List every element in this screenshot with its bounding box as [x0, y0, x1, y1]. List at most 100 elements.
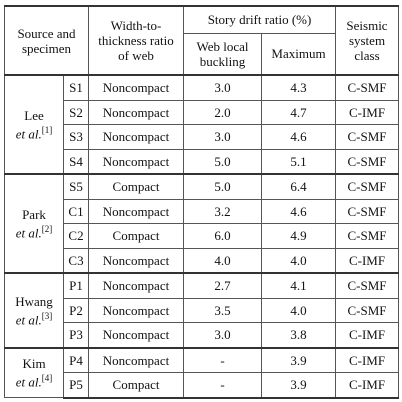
header-source: Source and specimen — [4, 5, 89, 76]
class-cell: C-SMF — [335, 173, 399, 200]
maximum-cell: 4.1 — [261, 272, 336, 299]
ratio-cell: Noncompact — [88, 247, 184, 274]
ratio-cell: Noncompact — [88, 297, 184, 323]
web-local-cell: 3.5 — [183, 297, 262, 323]
specimen-cell: S5 — [63, 173, 89, 200]
web-local-cell: 4.0 — [183, 247, 262, 274]
source-cell: Park et al.[2] — [4, 173, 64, 274]
specimen-cell: S3 — [63, 124, 89, 150]
specimen-cell: C2 — [63, 223, 89, 249]
data-table: Source and specimen Width-to-thickness r… — [4, 5, 399, 399]
class-cell: C-IMF — [335, 372, 399, 399]
table-row: P2 Noncompact 3.5 4.0 C-SMF — [5, 297, 399, 323]
maximum-cell: 5.1 — [261, 148, 336, 175]
web-local-cell: 3.0 — [183, 74, 262, 101]
table-row: S2 Noncompact 2.0 4.7 C-IMF — [5, 99, 399, 125]
source-etal: et al. — [15, 225, 42, 241]
web-local-cell: 2.7 — [183, 272, 262, 299]
web-local-cell: 6.0 — [183, 223, 262, 249]
table-row: S3 Noncompact 3.0 4.6 C-SMF — [5, 124, 399, 150]
table-row: Lee et al.[1] S1 Noncompact 3.0 4.3 C-SMF — [4, 74, 399, 175]
source-cell: Lee et al.[1] — [4, 74, 64, 175]
table-row: C3 Noncompact 4.0 4.0 C-IMF — [5, 247, 399, 274]
source-ref: [4] — [41, 373, 53, 384]
class-cell: C-SMF — [335, 74, 399, 101]
source-name: Park — [22, 206, 46, 222]
ratio-cell: Noncompact — [88, 148, 184, 175]
class-cell: C-SMF — [335, 148, 399, 175]
source-name: Lee — [24, 107, 44, 123]
maximum-cell: 4.6 — [261, 198, 336, 224]
table-row: C2 Compact 6.0 4.9 C-SMF — [5, 223, 399, 249]
specimen-cell: P4 — [63, 346, 89, 373]
specimen-cell: C3 — [63, 247, 89, 274]
class-cell: C-IMF — [335, 322, 399, 348]
table-header: Source and specimen Width-to-thickness r… — [4, 5, 399, 76]
specimen-cell: C1 — [63, 198, 89, 224]
specimen-cell: P1 — [63, 272, 89, 299]
ratio-cell: Compact — [88, 223, 184, 249]
maximum-cell: 3.9 — [261, 372, 336, 399]
table-row: P5 Compact -3.9 C-IMF — [5, 372, 399, 399]
maximum-cell: 4.3 — [261, 74, 336, 101]
source-etal: et al. — [15, 311, 42, 327]
source-ref: [2] — [41, 223, 53, 234]
source-etal: et al. — [15, 126, 42, 142]
maximum-cell: 4.6 — [261, 124, 336, 150]
specimen-cell: S2 — [63, 99, 89, 125]
class-cell: C-SMF — [335, 272, 399, 299]
table-row: C1 Noncompact 3.2 4.6 C-SMF — [5, 198, 399, 224]
web-local-cell: 3.0 — [183, 322, 262, 348]
ratio-cell: Noncompact — [88, 198, 184, 224]
maximum-cell: 3.8 — [261, 322, 336, 348]
web-local-cell: 5.0 — [183, 148, 262, 175]
web-local-cell: 3.2 — [183, 198, 262, 224]
class-cell: C-SMF — [335, 198, 399, 224]
header-drift: Story drift ratio (%) — [183, 5, 336, 34]
ratio-cell: Compact — [88, 372, 184, 399]
table-body: Lee et al.[1] S1 Noncompact 3.0 4.3 C-SMF S2 Non… — [4, 74, 399, 399]
class-cell: C-IMF — [335, 247, 399, 274]
class-cell: C-IMF — [335, 99, 399, 125]
source-ref: [3] — [41, 310, 53, 321]
class-cell: C-SMF — [335, 297, 399, 323]
table-row: Kim et al.[4] P4 Noncompact -3.9 C-IMF — [4, 346, 399, 398]
web-local-cell: 2.0 — [183, 99, 262, 125]
specimen-cell: S4 — [63, 148, 89, 175]
maximum-cell: 4.0 — [261, 297, 336, 323]
source-cell: Kim et al.[4] — [4, 346, 64, 398]
web-local-cell: - — [183, 346, 262, 373]
ratio-cell: Noncompact — [88, 322, 184, 348]
specimen-cell: P3 — [63, 322, 89, 348]
maximum-cell: 4.9 — [261, 223, 336, 249]
source-etal: et al. — [15, 374, 42, 390]
table-row: P3 Noncompact 3.0 3.8 C-IMF — [5, 322, 399, 348]
specimen-cell: P5 — [63, 372, 89, 399]
table-row: Park et al.[2] S5 Compact 5.0 6.4 C-SMF — [4, 173, 399, 274]
source-name: Kim — [22, 356, 46, 372]
source-ref: [1] — [41, 124, 53, 135]
table-row: S4 Noncompact 5.0 5.1 C-SMF — [5, 148, 399, 175]
header-class: Seismic system class — [335, 5, 399, 76]
web-local-cell: 3.0 — [183, 124, 262, 150]
source-cell: Hwang et al.[3] — [4, 272, 64, 348]
class-cell: C-SMF — [335, 124, 399, 150]
class-cell: C-IMF — [335, 346, 399, 373]
ratio-cell: Noncompact — [88, 346, 184, 373]
specimen-cell: P2 — [63, 297, 89, 323]
maximum-cell: 6.4 — [261, 173, 336, 200]
maximum-cell: 4.7 — [261, 99, 336, 125]
table-row: Hwang et al.[3] P1 Noncompact 2.7 4.1 C-SMF — [4, 272, 399, 348]
header-ratio: Width-to-thickness ratio of web — [88, 5, 184, 76]
ratio-cell: Compact — [88, 173, 184, 200]
maximum-cell: 3.9 — [261, 346, 336, 373]
web-local-cell: 5.0 — [183, 173, 262, 200]
specimen-cell: S1 — [63, 74, 89, 101]
ratio-cell: Noncompact — [88, 99, 184, 125]
ratio-cell: Noncompact — [88, 74, 184, 101]
source-name: Hwang — [15, 293, 53, 309]
header-maximum: Maximum — [261, 32, 336, 76]
web-local-cell: - — [183, 372, 262, 399]
class-cell: C-SMF — [335, 223, 399, 249]
